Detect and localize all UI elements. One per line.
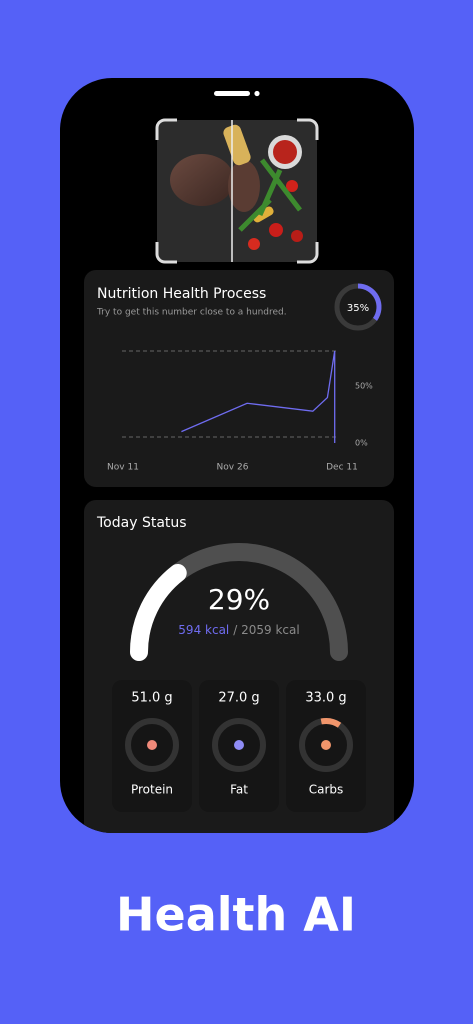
gauge-percent: 29% bbox=[208, 583, 270, 616]
macro-ring bbox=[212, 718, 266, 772]
macro-amount: 33.0 g bbox=[305, 691, 346, 706]
macro-icon bbox=[234, 740, 244, 750]
score-ring bbox=[357, 283, 382, 321]
card-subtitle: Try to get this number close to a hundre… bbox=[96, 308, 287, 318]
caption: Health AI bbox=[116, 888, 356, 942]
y-tick-label: 50% bbox=[355, 382, 373, 391]
macro-ring bbox=[125, 718, 179, 772]
card-title: Today Status bbox=[96, 515, 187, 531]
x-tick-label: Nov 26 bbox=[217, 463, 249, 473]
kcal-goal: / 2059 kcal bbox=[233, 623, 299, 637]
macro-name: Carbs bbox=[309, 783, 344, 797]
score-label: 35% bbox=[347, 303, 369, 314]
notch-dot bbox=[254, 90, 260, 97]
carbs-progress bbox=[320, 718, 342, 728]
nutrition-card bbox=[84, 270, 394, 487]
kcal-consumed: 594 kcal bbox=[178, 623, 229, 637]
gauge bbox=[130, 563, 187, 661]
macro-icon bbox=[147, 740, 157, 750]
y-tick-label: 0% bbox=[355, 439, 368, 448]
food-photo bbox=[155, 118, 319, 264]
macro-name: Protein bbox=[131, 783, 173, 797]
macro-amount: 27.0 g bbox=[218, 691, 259, 706]
macro-amount: 51.0 g bbox=[131, 691, 172, 706]
x-tick-label: Dec 11 bbox=[326, 463, 358, 473]
macro-name: Fat bbox=[230, 783, 248, 797]
x-tick-label: Nov 11 bbox=[107, 463, 139, 473]
notch-bar bbox=[214, 91, 250, 96]
card-title: Nutrition Health Process bbox=[97, 286, 266, 302]
kcal: 594 kcal / 2059 kcal bbox=[178, 623, 299, 637]
macro-icon bbox=[321, 740, 331, 750]
trend-line bbox=[181, 350, 336, 443]
